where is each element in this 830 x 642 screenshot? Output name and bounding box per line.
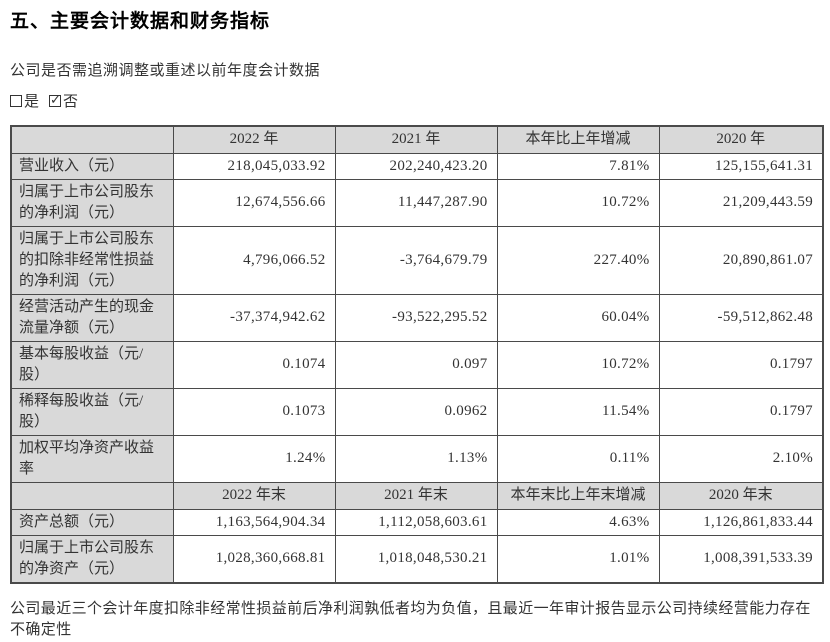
row-label: 归属于上市公司股东的扣除非经常性损益的净利润（元） bbox=[11, 226, 173, 294]
cell-value: 4.63% bbox=[497, 509, 659, 535]
cell-value: 10.72% bbox=[497, 341, 659, 388]
cell-value: 1,018,048,530.21 bbox=[335, 535, 497, 583]
table-row: 归属于上市公司股东的扣除非经常性损益的净利润（元）4,796,066.52-3,… bbox=[11, 226, 823, 294]
cell-value: 0.1797 bbox=[659, 388, 823, 435]
row-label: 加权平均净资产收益率 bbox=[11, 435, 173, 482]
cell-value: 21,209,443.59 bbox=[659, 179, 823, 226]
restatement-question: 公司是否需追溯调整或重述以前年度会计数据 bbox=[10, 59, 822, 80]
row-label: 基本每股收益（元/股） bbox=[11, 341, 173, 388]
cell-value: 0.1797 bbox=[659, 341, 823, 388]
section-title: 五、主要会计数据和财务指标 bbox=[10, 6, 822, 33]
cell-value: 0.11% bbox=[497, 435, 659, 482]
cell-value: 0.1073 bbox=[173, 388, 335, 435]
cell-value: 1,112,058,603.61 bbox=[335, 509, 497, 535]
row-label: 资产总额（元） bbox=[11, 509, 173, 535]
column-header: 2022 年 bbox=[173, 126, 335, 153]
table-row: 经营活动产生的现金流量净额（元）-37,374,942.62-93,522,29… bbox=[11, 294, 823, 341]
cell-value: 1.01% bbox=[497, 535, 659, 583]
checkbox-unchecked-icon bbox=[10, 95, 22, 107]
cell-value: 125,155,641.31 bbox=[659, 153, 823, 179]
cell-value: 20,890,861.07 bbox=[659, 226, 823, 294]
cell-value: 1,163,564,904.34 bbox=[173, 509, 335, 535]
column-header: 2020 年末 bbox=[659, 482, 823, 509]
cell-value: 4,796,066.52 bbox=[173, 226, 335, 294]
checkbox-no: 否 bbox=[49, 90, 78, 111]
column-header bbox=[11, 482, 173, 509]
cell-value: 12,674,556.66 bbox=[173, 179, 335, 226]
row-label: 经营活动产生的现金流量净额（元） bbox=[11, 294, 173, 341]
cell-value: 11.54% bbox=[497, 388, 659, 435]
cell-value: 1,126,861,833.44 bbox=[659, 509, 823, 535]
cell-value: 1,028,360,668.81 bbox=[173, 535, 335, 583]
checkbox-checked-icon bbox=[49, 95, 61, 107]
column-header: 2022 年末 bbox=[173, 482, 335, 509]
column-header: 2021 年 bbox=[335, 126, 497, 153]
restatement-answer: 是 否 bbox=[10, 90, 822, 111]
cell-value: 1.13% bbox=[335, 435, 497, 482]
cell-value: 218,045,033.92 bbox=[173, 153, 335, 179]
cell-value: 0.097 bbox=[335, 341, 497, 388]
checkbox-yes: 是 bbox=[10, 90, 39, 111]
cell-value: 1.24% bbox=[173, 435, 335, 482]
column-header: 本年末比上年末增减 bbox=[497, 482, 659, 509]
cell-value: -93,522,295.52 bbox=[335, 294, 497, 341]
checkbox-yes-label: 是 bbox=[24, 90, 39, 111]
column-header: 本年比上年增减 bbox=[497, 126, 659, 153]
cell-value: -59,512,862.48 bbox=[659, 294, 823, 341]
cell-value: 227.40% bbox=[497, 226, 659, 294]
column-header: 2020 年 bbox=[659, 126, 823, 153]
row-label: 归属于上市公司股东的净利润（元） bbox=[11, 179, 173, 226]
cell-value: 0.1074 bbox=[173, 341, 335, 388]
row-label: 营业收入（元） bbox=[11, 153, 173, 179]
cell-value: 10.72% bbox=[497, 179, 659, 226]
cell-value: 202,240,423.20 bbox=[335, 153, 497, 179]
checkbox-no-label: 否 bbox=[63, 90, 78, 111]
cell-value: 7.81% bbox=[497, 153, 659, 179]
cell-value: -3,764,679.79 bbox=[335, 226, 497, 294]
column-header: 2021 年末 bbox=[335, 482, 497, 509]
cell-value: 60.04% bbox=[497, 294, 659, 341]
going-concern-footnote: 公司最近三个会计年度扣除非经常性损益前后净利润孰低者均为负值，且最近一年审计报告… bbox=[10, 599, 822, 642]
cell-value: 1,008,391,533.39 bbox=[659, 535, 823, 583]
cell-value: 11,447,287.90 bbox=[335, 179, 497, 226]
row-label: 稀释每股收益（元/股） bbox=[11, 388, 173, 435]
row-label: 归属于上市公司股东的净资产（元） bbox=[11, 535, 173, 583]
column-header bbox=[11, 126, 173, 153]
cell-value: 0.0962 bbox=[335, 388, 497, 435]
cell-value: 2.10% bbox=[659, 435, 823, 482]
cell-value: -37,374,942.62 bbox=[173, 294, 335, 341]
